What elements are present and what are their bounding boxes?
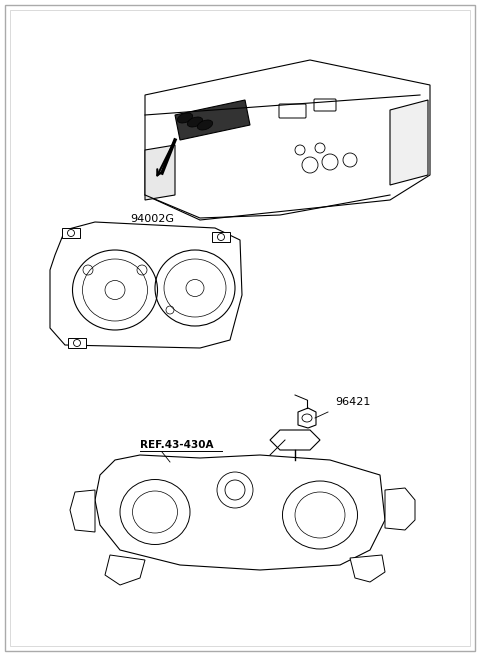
- Text: REF.43-430A: REF.43-430A: [140, 440, 214, 450]
- Circle shape: [322, 154, 338, 170]
- Circle shape: [302, 157, 318, 173]
- Polygon shape: [350, 555, 385, 582]
- Polygon shape: [68, 338, 86, 348]
- FancyBboxPatch shape: [314, 99, 336, 111]
- Polygon shape: [145, 145, 175, 200]
- Circle shape: [343, 153, 357, 167]
- Polygon shape: [385, 488, 415, 530]
- FancyBboxPatch shape: [279, 104, 306, 118]
- Circle shape: [315, 143, 325, 153]
- Polygon shape: [105, 555, 145, 585]
- Polygon shape: [175, 100, 250, 140]
- Polygon shape: [50, 222, 242, 348]
- Polygon shape: [95, 455, 385, 570]
- Polygon shape: [298, 408, 316, 428]
- Circle shape: [217, 234, 225, 241]
- Polygon shape: [390, 100, 428, 185]
- Ellipse shape: [197, 120, 213, 130]
- Polygon shape: [70, 490, 95, 532]
- Circle shape: [73, 340, 81, 346]
- Text: 96421: 96421: [335, 397, 371, 407]
- Circle shape: [68, 230, 74, 237]
- Polygon shape: [145, 60, 430, 220]
- Polygon shape: [212, 232, 230, 242]
- Ellipse shape: [177, 113, 192, 123]
- Text: 94002G: 94002G: [130, 214, 174, 224]
- Circle shape: [295, 145, 305, 155]
- Ellipse shape: [187, 117, 203, 127]
- Polygon shape: [270, 430, 320, 450]
- Polygon shape: [62, 228, 80, 238]
